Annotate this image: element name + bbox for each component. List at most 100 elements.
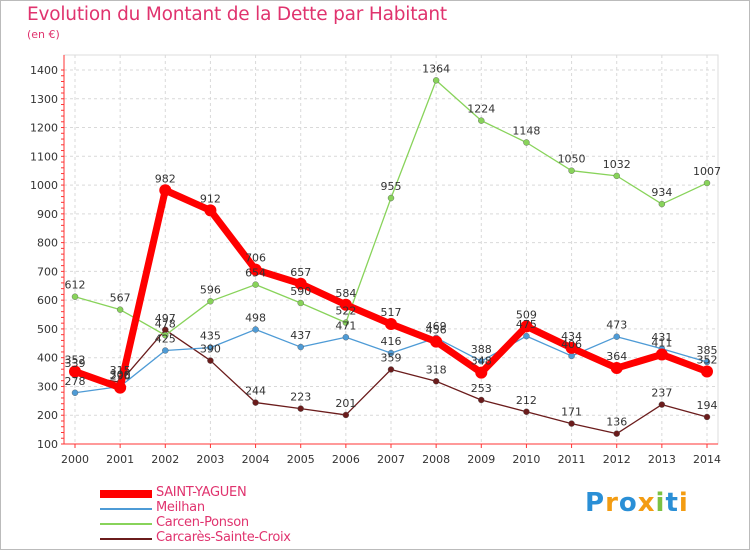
data-point-carcen-ponson xyxy=(207,298,214,305)
data-label-carcen-ponson: 1224 xyxy=(467,103,495,116)
data-point-meilhan xyxy=(703,358,711,366)
y-tick-label: 1300 xyxy=(30,93,58,106)
chart-unit: (en €) xyxy=(27,28,60,41)
data-point-saint-yaguen xyxy=(610,362,623,375)
data-label-carcares-sainte-croix: 359 xyxy=(381,351,402,364)
data-point-meilhan xyxy=(162,347,169,354)
logo-letter: o xyxy=(618,488,638,518)
data-point-saint-yaguen xyxy=(204,204,217,217)
logo-letter: P xyxy=(585,488,606,518)
x-tick-label: 2003 xyxy=(196,453,224,466)
data-label-saint-yaguen: 706 xyxy=(245,252,266,265)
data-point-saint-yaguen xyxy=(69,365,81,378)
legend-label: Carcarès-Sainte-Croix xyxy=(156,530,291,545)
x-tick-label: 2002 xyxy=(151,453,179,466)
data-point-saint-yaguen xyxy=(430,335,443,348)
logo-letter: r xyxy=(605,488,619,518)
y-tick-label: 1200 xyxy=(30,122,58,135)
data-point-saint-yaguen xyxy=(159,184,172,197)
data-label-carcen-ponson: 522 xyxy=(335,305,356,318)
data-label-saint-yaguen: 352 xyxy=(697,354,718,367)
data-label-carcen-ponson: 590 xyxy=(290,285,311,298)
x-tick-label: 2009 xyxy=(467,453,495,466)
data-point-carcares-sainte-croix xyxy=(703,413,711,421)
data-label-meilhan: 437 xyxy=(290,329,311,342)
data-point-carcen-ponson xyxy=(523,139,530,146)
data-point-carcares-sainte-croix xyxy=(523,408,530,415)
data-labels: 339 315 497 390 244 223 201 359 318 253 212 171 136 2… xyxy=(65,62,722,428)
series-lines xyxy=(69,77,713,437)
data-label-saint-yaguen: 434 xyxy=(561,330,582,343)
data-point-saint-yaguen xyxy=(520,320,533,333)
data-point-saint-yaguen xyxy=(339,298,352,311)
data-label-carcares-sainte-croix: 253 xyxy=(471,382,492,395)
data-point-carcares-sainte-croix xyxy=(297,405,304,412)
data-point-carcen-ponson xyxy=(162,332,169,339)
data-label-carcen-ponson: 1007 xyxy=(693,165,721,178)
x-tick-label: 2011 xyxy=(558,453,586,466)
data-point-carcen-ponson xyxy=(297,299,304,307)
x-tick-label: 2007 xyxy=(377,453,405,466)
data-label-carcares-sainte-croix: 237 xyxy=(651,387,672,400)
data-label-saint-yaguen: 657 xyxy=(290,266,311,279)
data-point-carcares-sainte-croix xyxy=(568,420,575,427)
data-label-meilhan: 435 xyxy=(200,330,221,343)
data-point-meilhan xyxy=(207,344,214,351)
data-label-saint-yaguen: 296 xyxy=(110,370,131,383)
data-point-carcares-sainte-croix xyxy=(613,430,620,437)
x-tick-label: 2013 xyxy=(648,453,676,466)
data-label-carcares-sainte-croix: 244 xyxy=(245,385,266,398)
x-tick-label: 2006 xyxy=(332,453,360,466)
data-point-carcen-ponson xyxy=(658,200,666,208)
data-label-carcen-ponson: 567 xyxy=(110,292,131,305)
data-point-carcares-sainte-croix xyxy=(252,399,259,406)
data-point-meilhan xyxy=(478,357,485,365)
legend-swatch xyxy=(100,538,152,540)
data-label-saint-yaguen: 982 xyxy=(155,172,176,185)
data-label-meilhan: 300 xyxy=(110,368,131,381)
data-label-carcares-sainte-croix: 315 xyxy=(110,364,131,377)
data-label-saint-yaguen: 509 xyxy=(516,308,537,321)
data-point-meilhan xyxy=(342,334,350,341)
y-tick-label: 900 xyxy=(37,208,58,221)
data-label-meilhan: 385 xyxy=(697,344,718,357)
data-label-carcen-ponson: 934 xyxy=(651,186,672,199)
data-label-saint-yaguen: 517 xyxy=(381,306,402,319)
data-label-meilhan: 471 xyxy=(335,319,356,332)
data-label-carcen-ponson: 1050 xyxy=(558,153,586,166)
data-label-meilhan: 431 xyxy=(651,331,672,344)
data-point-meilhan xyxy=(297,343,304,351)
data-point-saint-yaguen xyxy=(294,277,307,290)
data-point-saint-yaguen xyxy=(475,366,488,379)
data-point-carcen-ponson xyxy=(116,306,124,313)
data-point-carcares-sainte-croix xyxy=(432,378,440,385)
data-point-carcares-sainte-croix xyxy=(658,401,666,408)
y-tick-label: 100 xyxy=(37,438,58,451)
data-label-carcares-sainte-croix: 339 xyxy=(65,357,86,370)
y-tick-label: 600 xyxy=(37,294,58,307)
legend-label: Meilhan xyxy=(156,500,205,515)
data-point-saint-yaguen xyxy=(385,318,397,331)
y-tick-label: 1400 xyxy=(30,64,58,77)
data-point-carcares-sainte-croix xyxy=(387,366,395,373)
data-point-meilhan xyxy=(387,349,395,357)
data-label-carcen-ponson: 654 xyxy=(245,267,266,280)
data-label-saint-yaguen: 584 xyxy=(335,287,356,300)
x-tick-label: 2008 xyxy=(422,453,450,466)
data-point-meilhan xyxy=(252,326,259,333)
data-label-carcen-ponson: 612 xyxy=(65,279,86,292)
data-label-carcares-sainte-croix: 201 xyxy=(335,397,356,410)
data-label-carcares-sainte-croix: 390 xyxy=(200,343,221,356)
data-label-carcen-ponson: 478 xyxy=(155,317,176,330)
data-point-meilhan xyxy=(613,333,620,340)
data-point-carcares-sainte-croix xyxy=(207,357,214,364)
data-point-carcen-ponson xyxy=(478,117,485,124)
data-label-saint-yaguen: 348 xyxy=(471,355,492,368)
gridlines xyxy=(63,54,719,445)
data-point-saint-yaguen xyxy=(114,381,127,394)
data-point-saint-yaguen xyxy=(565,341,578,354)
y-tick-label: 400 xyxy=(37,352,58,365)
data-point-saint-yaguen xyxy=(249,263,262,276)
data-point-saint-yaguen xyxy=(655,348,668,361)
data-label-carcen-ponson: 1148 xyxy=(512,124,540,137)
